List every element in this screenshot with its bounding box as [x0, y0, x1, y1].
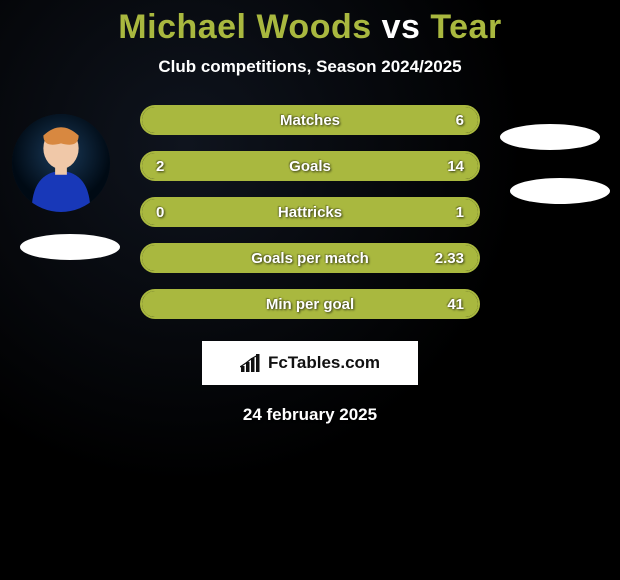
player1-name: Michael Woods	[118, 8, 371, 46]
player2-placeholder-pill-2	[510, 178, 610, 204]
stats-table: Matches 6 2 Goals 14 0 Hattricks 1 Goals per mat…	[140, 105, 480, 319]
stat-row: 0 Hattricks 1	[140, 197, 480, 227]
bar-chart-icon	[240, 354, 264, 372]
stat-value-right: 41	[444, 296, 464, 313]
stat-row: 2 Goals 14	[140, 151, 480, 181]
stat-value-left: 2	[156, 158, 176, 175]
stat-label: Matches	[280, 112, 340, 129]
vs-text: vs	[382, 8, 421, 46]
logo-text: FcTables.com	[268, 353, 380, 373]
subtitle: Club competitions, Season 2024/2025	[0, 57, 620, 77]
player1-avatar	[12, 114, 110, 212]
stat-value-right: 2.33	[435, 250, 464, 267]
stat-value-right: 1	[444, 204, 464, 221]
stat-value-right: 6	[444, 112, 464, 129]
stat-row: Min per goal 41	[140, 289, 480, 319]
stat-label: Min per goal	[266, 296, 354, 313]
stat-value-right: 14	[444, 158, 464, 175]
stat-value-left: 0	[156, 204, 176, 221]
fctables-logo: FcTables.com	[202, 341, 418, 385]
stat-label: Hattricks	[278, 204, 342, 221]
stat-label: Goals	[289, 158, 331, 175]
stat-row: Goals per match 2.33	[140, 243, 480, 273]
player2-placeholder-pill-1	[500, 124, 600, 150]
main-container: Michael Woods vs Tear Club competitions,…	[0, 0, 620, 425]
stat-label: Goals per match	[251, 250, 369, 267]
date-label: 24 february 2025	[0, 405, 620, 425]
player1-placeholder-pill	[20, 234, 120, 260]
player2-name: Tear	[430, 8, 501, 46]
stat-row: Matches 6	[140, 105, 480, 135]
comparison-title: Michael Woods vs Tear	[0, 8, 620, 47]
